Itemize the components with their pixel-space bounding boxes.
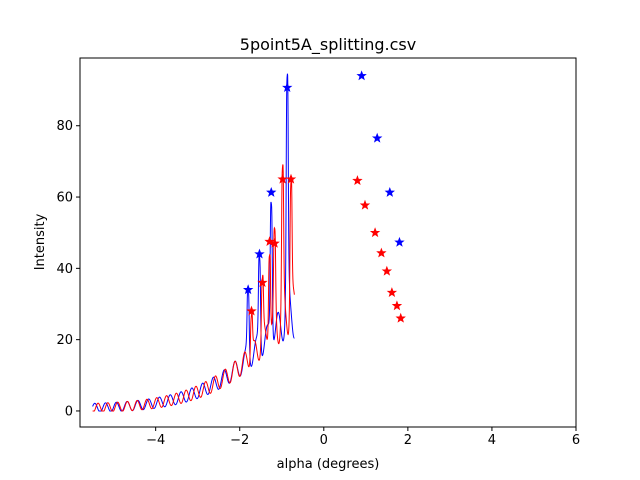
x-tick-label: 6: [572, 433, 580, 448]
peak-marker: [356, 70, 367, 81]
y-axis-ticks: 0 20 40 60 80: [56, 119, 80, 419]
peak-marker: [394, 236, 405, 247]
peak-marker: [266, 186, 277, 197]
y-tick-label: 80: [56, 119, 73, 134]
peak-marker: [359, 199, 371, 210]
peak-marker: [384, 186, 395, 197]
peak-marker: [386, 287, 398, 298]
y-tick-label: 40: [56, 262, 73, 277]
peak-marker: [371, 132, 383, 143]
y-tick-label: 20: [56, 333, 73, 348]
x-axis-ticks: −4 −2 0 2 4 6: [146, 427, 580, 448]
y-tick-label: 0: [65, 404, 73, 419]
marker-layer: [242, 70, 406, 323]
peak-marker: [269, 237, 280, 248]
x-axis-label: alpha (degrees): [277, 457, 380, 472]
chart-title: 5point5A_splitting.csv: [240, 35, 416, 55]
peak-marker: [254, 248, 265, 259]
peak-marker: [242, 284, 254, 295]
peak-marker: [376, 247, 387, 258]
series-layer: [92, 73, 295, 412]
x-tick-label: −4: [146, 433, 165, 448]
peak-marker: [246, 305, 257, 316]
peak-marker: [282, 82, 293, 93]
peak-marker: [264, 236, 275, 247]
peak-marker: [381, 265, 393, 276]
x-tick-label: −2: [230, 433, 249, 448]
x-tick-label: 0: [320, 433, 328, 448]
y-axis-label: Intensity: [33, 213, 48, 270]
peak-marker: [395, 312, 406, 323]
peak-marker: [391, 300, 403, 311]
plot-area-frame: [79, 57, 577, 428]
peak-marker: [277, 173, 288, 184]
peak-marker: [352, 175, 363, 186]
peak-marker: [285, 173, 297, 184]
x-tick-label: 2: [404, 433, 412, 448]
series-line-1: [92, 164, 295, 412]
x-tick-label: 4: [488, 433, 496, 448]
y-tick-label: 60: [56, 191, 73, 206]
peak-marker: [369, 227, 381, 238]
peak-marker: [257, 277, 268, 288]
